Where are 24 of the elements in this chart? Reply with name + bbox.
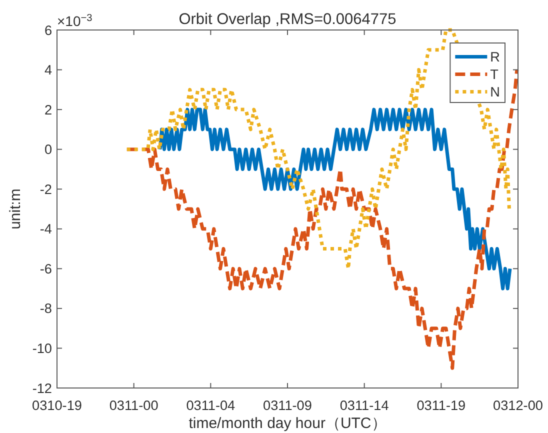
y-tick-label: 4 xyxy=(44,62,52,78)
y-tick-label: -2 xyxy=(40,182,52,197)
x-tick-label: 0311-00 xyxy=(109,398,158,413)
x-tick-label: 0312-00 xyxy=(493,398,543,413)
y-axis-title: unit:m xyxy=(7,188,24,230)
y-tick-label: -4 xyxy=(40,222,52,237)
x-tick-label: 0311-04 xyxy=(186,398,236,413)
y-tick-label: 2 xyxy=(44,102,52,118)
x-tick-label: 0311-14 xyxy=(340,398,389,413)
y-tick-label: -6 xyxy=(40,261,52,276)
x-tick-label: 0310-19 xyxy=(32,398,82,413)
x-axis-title: time/month day hour（UTC） xyxy=(188,415,386,432)
y-tick-label: -8 xyxy=(40,301,52,316)
legend-label: R xyxy=(490,50,500,65)
y-tick-label: -10 xyxy=(32,341,52,356)
y-tick-label: 0 xyxy=(44,142,52,158)
annotation: ×10$^{−3}$ xyxy=(57,12,92,29)
y-tick-label: -12 xyxy=(32,380,52,396)
legend-label: N xyxy=(490,84,500,100)
chart-title: Orbit Overlap ,RMS=0.0064775 xyxy=(178,11,396,28)
legend-label: T xyxy=(490,67,498,82)
x-tick-label: 0311-09 xyxy=(263,398,312,413)
x-tick-label: 0311-19 xyxy=(416,398,466,413)
y-tick-label: 6 xyxy=(44,22,52,38)
